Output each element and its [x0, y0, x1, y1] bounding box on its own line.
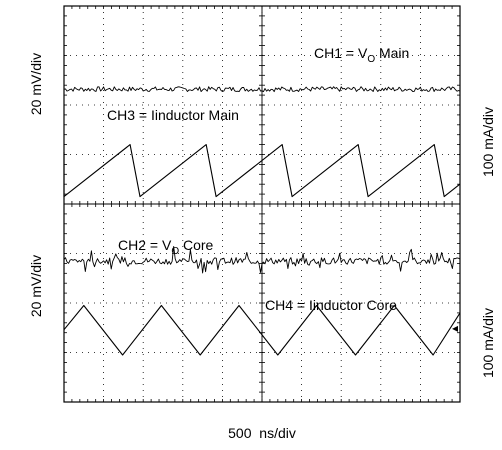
trace-ch4	[63, 304, 461, 356]
left-top-scale-label: 20 mV/div	[28, 53, 44, 115]
level-marker-icon: ◂	[452, 321, 458, 335]
traces	[63, 86, 461, 356]
right-bottom-scale-label: 100 mA/div	[480, 308, 496, 378]
ch2-label: CH2 = VO Core	[118, 237, 214, 257]
grid-lines	[63, 5, 461, 403]
trace-ch1	[63, 86, 461, 93]
right-top-scale-label: 100 mA/div	[480, 107, 496, 177]
ch4-label: CH4 = Iinductor Core	[265, 297, 397, 313]
x-axis-label: 500 ns/div	[228, 425, 296, 441]
trace-ch3	[63, 144, 461, 198]
ch3-label: CH3 = Iinductor Main	[107, 107, 239, 123]
ch1-label: CH1 = VO Main	[314, 45, 409, 65]
trace-ch2	[63, 245, 461, 274]
left-bottom-scale-label: 20 mV/div	[28, 255, 44, 317]
